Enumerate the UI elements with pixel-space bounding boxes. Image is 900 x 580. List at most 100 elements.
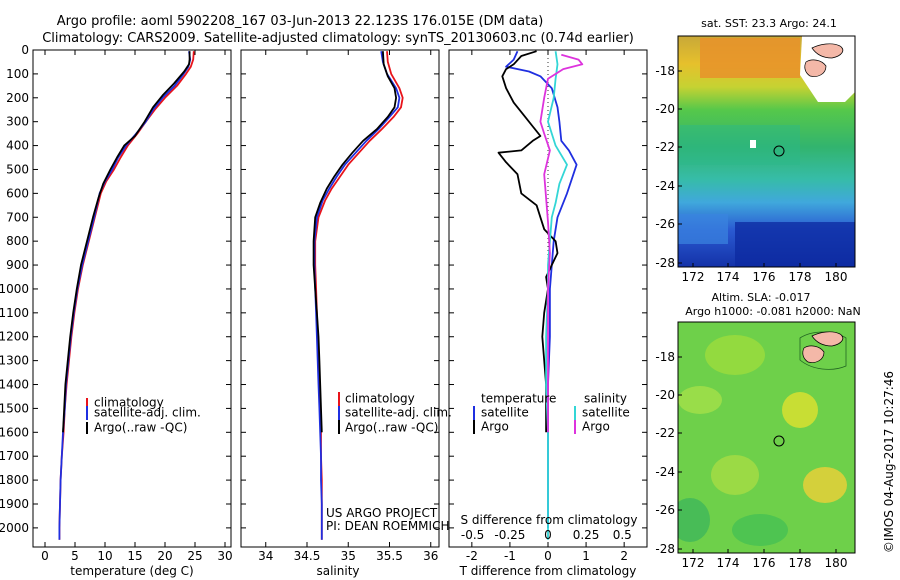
map-xtick-label: 180 [825, 556, 848, 570]
sst-cold-patch [735, 222, 855, 267]
sla-blob-3 [782, 392, 818, 428]
depth-tick-label: 800 [6, 234, 29, 248]
depth-tick-label: 2000 [0, 521, 29, 535]
temperature-xtick-label: 30 [217, 549, 232, 563]
map-ytick-label: -26 [655, 217, 675, 231]
salinity-xtick-label: 35.5 [376, 549, 403, 563]
salinity-axes-frame [240, 49, 440, 548]
depth-tick-label: 1300 [0, 354, 29, 368]
legend-temperature-title: temperature [481, 392, 556, 406]
salinity-series-satellite-adj-clim- [313, 51, 401, 540]
map-xtick-label: 176 [753, 270, 776, 284]
depth-tick-label: 900 [6, 258, 29, 272]
sla-island-viti-levu [802, 345, 825, 363]
map-ytick-label: -22 [655, 426, 675, 440]
depth-tick-label: 400 [6, 139, 29, 153]
sst-missing-cell [750, 140, 756, 148]
difference-series-s-argo [539, 53, 584, 433]
depth-tick-label: 700 [6, 210, 29, 224]
temperature-panel: 0 100 200 300 400 500 600 700 800 900 1000 1100 1200… [0, 43, 233, 578]
difference-xtick-label: -2 [466, 549, 478, 563]
depth-tick-label: 200 [6, 91, 29, 105]
depth-tick-label: 1800 [0, 473, 29, 487]
map-xtick-label: 176 [753, 556, 776, 570]
sla-map: Altim. SLA: -0.017 Argo h1000: -0.081 h2… [655, 291, 860, 570]
temperature-xtick-label: 5 [71, 549, 79, 563]
depth-tick-label: 100 [6, 67, 29, 81]
depth-tick-label: 1500 [0, 401, 29, 415]
depth-tick-label: 1700 [0, 449, 29, 463]
legend-s-argo: Argo [582, 420, 610, 434]
depth-tick-label: 1000 [0, 282, 29, 296]
header-line-2: Climatology: CARS2009. Satellite-adjuste… [42, 31, 634, 46]
depth-tick-label: 1400 [0, 378, 29, 392]
temperature-xtick-label: 10 [97, 549, 112, 563]
difference-xtick-label: 1 [582, 549, 590, 563]
salinity-xtick-label: 35 [341, 549, 356, 563]
t-difference-label: T difference from climatology [459, 564, 637, 578]
difference-series-t-argo [497, 50, 559, 433]
map-ytick-label: -26 [655, 503, 675, 517]
salinity-series-climatology [314, 51, 404, 540]
project-annotation: US ARGO PROJECT [326, 506, 438, 520]
depth-tick-label: 1200 [0, 330, 29, 344]
s-difference-tick-label: 0.5 [613, 528, 632, 542]
temperature-xtick-label: 15 [127, 549, 142, 563]
temperature-series-satellite-adj-clim- [58, 51, 192, 540]
sla-blob-2 [678, 386, 722, 414]
map-ytick-label: -28 [655, 256, 675, 270]
temperature-series-climatology [58, 51, 195, 540]
salinity-panel: 34 34.5 35 35.5 36 salinity climatology sate… [240, 49, 452, 578]
sla-map-title-2: Argo h1000: -0.081 h2000: NaN [685, 305, 861, 318]
map-ytick-label: -24 [655, 179, 675, 193]
sst-float-marker [773, 145, 785, 157]
s-difference-tick-label: -0.5 [461, 528, 484, 542]
sla-contour [799, 331, 847, 370]
map-xtick-label: 174 [717, 556, 740, 570]
difference-xtick-label: 0 [544, 549, 552, 563]
salinity-legend-clim: climatology [345, 392, 415, 406]
temperature-xtick-label: 20 [157, 549, 172, 563]
sla-blob-7 [678, 498, 710, 542]
sst-blue-patch [678, 214, 728, 244]
s-difference-tick-label: -0.25 [494, 528, 525, 542]
salinity-series-argo-raw-qc- [312, 51, 398, 433]
temperature-legend-sat: satellite-adj. clim. [94, 406, 201, 420]
sla-island-vanua-levu [811, 331, 844, 347]
sst-island-vanua-levu [811, 43, 844, 59]
map-ytick-label: -18 [655, 350, 675, 364]
depth-tick-label: 500 [6, 162, 29, 176]
salinity-xtick-label: 34 [258, 549, 273, 563]
depth-tick-label: 1900 [0, 497, 29, 511]
map-ytick-label: -18 [655, 64, 675, 78]
map-ytick-label: -20 [655, 102, 675, 116]
sst-map-title: sat. SST: 23.3 Argo: 24.1 [701, 17, 837, 30]
legend-t-satellite: satellite [481, 406, 529, 420]
temperature-xlabel: temperature (deg C) [70, 564, 193, 578]
map-ytick-label: -24 [655, 465, 675, 479]
map-xtick-label: 180 [825, 270, 848, 284]
depth-tick-label: 1600 [0, 425, 29, 439]
sst-island-viti-levu [804, 59, 827, 77]
map-ytick-label: -20 [655, 388, 675, 402]
difference-panel: -2 -1 0 1 2 S difference from climatology -0… [448, 49, 648, 578]
salinity-xlabel: salinity [316, 564, 359, 578]
depth-tick-label: 600 [6, 186, 29, 200]
temperature-legend-clim: climatology [94, 396, 164, 410]
temperature-legend: climatology satellite-adj. clim. Argo(..… [86, 396, 201, 435]
temperature-series-argo-raw-qc- [62, 51, 191, 433]
legend-salinity-title: salinity [584, 392, 627, 406]
map-xtick-label: 178 [789, 270, 812, 284]
s-difference-label: S difference from climatology [461, 513, 638, 527]
map-ytick-label: -22 [655, 140, 675, 154]
sla-map-frame [677, 321, 856, 554]
temperature-axes-frame [32, 49, 232, 548]
temperature-xtick-label: 0 [41, 549, 49, 563]
depth-tick-label: 1100 [0, 306, 29, 320]
map-ytick-label: -28 [655, 542, 675, 556]
s-difference-tick-label: 0 [544, 528, 552, 542]
legend-s-satellite: satellite [582, 406, 630, 420]
depth-tick-label: 300 [6, 115, 29, 129]
map-xtick-label: 172 [682, 270, 705, 284]
